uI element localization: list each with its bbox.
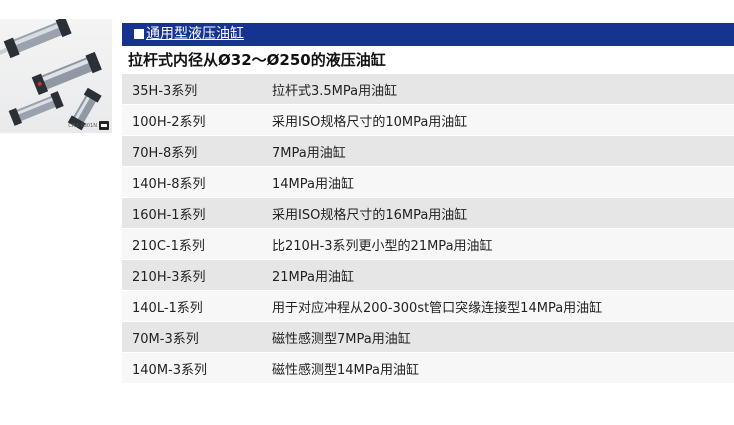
table-row[interactable]: 70M-3系列 磁性感测型7MPa用油缸: [122, 322, 734, 353]
table-row[interactable]: 35H-3系列 拉杆式3.5MPa用油缸: [122, 74, 734, 105]
series-description: 磁性感测型7MPa用油缸: [272, 331, 411, 347]
series-model[interactable]: 210H-3系列: [132, 269, 206, 285]
series-model[interactable]: 70M-3系列: [132, 331, 199, 347]
table-row[interactable]: 70H-8系列 7MPa用油缸: [122, 136, 734, 167]
series-model[interactable]: 140L-1系列: [132, 300, 203, 316]
section-header: 通用型液压油缸: [122, 23, 734, 46]
table-row[interactable]: 100H-2系列 采用ISO规格尺寸的10MPa用油缸: [122, 105, 734, 136]
table-row[interactable]: 160H-1系列 采用ISO规格尺寸的16MPa用油缸: [122, 198, 734, 229]
series-description: 比210H-3系列更小型的21MPa用油缸: [272, 238, 493, 254]
series-description: 磁性感测型14MPa用油缸: [272, 362, 419, 378]
section-subtitle: 拉杆式内径从Ø32～Ø250的液压油缸: [128, 51, 386, 69]
series-model[interactable]: 70H-8系列: [132, 145, 198, 161]
series-description: 14MPa用油缸: [272, 176, 354, 192]
series-table: 35H-3系列 拉杆式3.5MPa用油缸 100H-2系列 采用ISO规格尺寸的10M…: [122, 74, 734, 384]
series-model[interactable]: 100H-2系列: [132, 114, 206, 130]
series-description: 采用ISO规格尺寸的16MPa用油缸: [272, 207, 468, 223]
table-row[interactable]: 140H-8系列 14MPa用油缸: [122, 167, 734, 198]
product-panel: 通用型液压油缸 拉杆式内径从Ø32～Ø250的液压油缸 35H-3系列 拉杆式3.…: [122, 23, 734, 384]
series-description: 21MPa用油缸: [272, 269, 354, 285]
table-row[interactable]: 210C-1系列 比210H-3系列更小型的21MPa用油缸: [122, 229, 734, 260]
cylinder-illustration: [0, 19, 102, 131]
series-model[interactable]: 35H-3系列: [132, 83, 198, 99]
table-row[interactable]: 140M-3系列 磁性感测型14MPa用油缸: [122, 353, 734, 384]
series-model[interactable]: 140H-8系列: [132, 176, 206, 192]
series-description: 采用ISO规格尺寸的10MPa用油缸: [272, 114, 468, 130]
series-model[interactable]: 140M-3系列: [132, 362, 207, 378]
series-description: 拉杆式3.5MPa用油缸: [272, 83, 398, 99]
thumbnail-caption: CH2-0301N: [68, 123, 97, 129]
series-description: 用于对应冲程从200-300st管口突缘连接型14MPa用油缸: [272, 300, 603, 316]
series-model[interactable]: 210C-1系列: [132, 238, 205, 254]
product-thumbnail[interactable]: CH2-0301N: [0, 19, 112, 133]
section-title-link[interactable]: 通用型液压油缸: [146, 26, 244, 42]
square-bullet-icon: [134, 29, 144, 39]
table-row[interactable]: 140L-1系列 用于对应冲程从200-300st管口突缘连接型14MPa用油缸: [122, 291, 734, 322]
zoom-icon[interactable]: [99, 121, 109, 130]
series-model[interactable]: 160H-1系列: [132, 207, 206, 223]
series-description: 7MPa用油缸: [272, 145, 346, 161]
table-row[interactable]: 210H-3系列 21MPa用油缸: [122, 260, 734, 291]
